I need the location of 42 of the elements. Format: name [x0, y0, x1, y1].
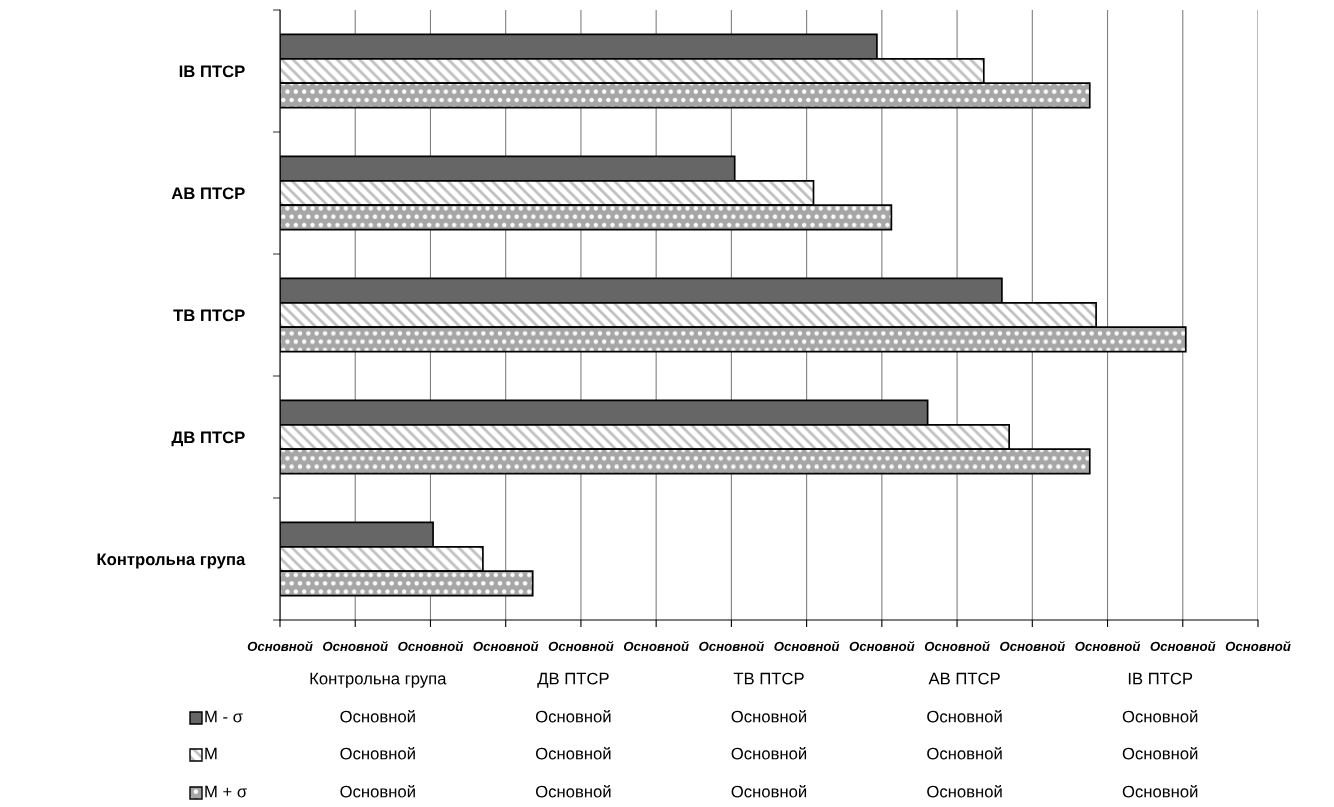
text: Основной	[774, 641, 840, 652]
legend-label: M - σ	[205, 710, 243, 723]
y-tick-label: ДВ ПТСР	[171, 431, 245, 447]
text: Основной	[1075, 641, 1141, 652]
legend-label: M	[205, 747, 217, 760]
text: Основной	[927, 746, 1002, 760]
category-label: Контрольна група	[310, 672, 447, 688]
text: Основной	[1150, 641, 1216, 652]
text: Основной	[927, 709, 1002, 723]
text: Основной	[927, 784, 1002, 798]
text: Основной	[535, 746, 611, 760]
y-tick-label: Контрольна група	[97, 553, 246, 569]
text: Основной	[731, 784, 807, 798]
text: Основной	[731, 746, 807, 760]
text: Основной	[924, 641, 990, 652]
text: Основной	[699, 641, 764, 652]
text: Основной	[340, 709, 415, 723]
text: Основной	[340, 784, 415, 798]
text: Основной	[535, 709, 611, 723]
text: Основной	[323, 641, 388, 652]
text: Основной	[535, 784, 611, 798]
y-tick-label: ІВ ПТСР	[179, 65, 245, 78]
text: Основной	[548, 641, 614, 652]
text: Основной	[623, 641, 689, 652]
text: Основной	[1225, 641, 1291, 652]
text: Основной	[1122, 746, 1198, 760]
y-tick-label: ТВ ПТСР	[173, 309, 245, 322]
text: Основной	[731, 709, 807, 723]
category-label: ДВ ПТСР	[537, 672, 609, 688]
text: Основной	[1000, 641, 1065, 652]
legend-label: M + σ	[205, 785, 247, 798]
category-label: ІВ ПТСР	[1128, 672, 1193, 685]
text: Основной	[398, 641, 464, 652]
text: Основной	[1122, 709, 1198, 723]
text: Основной	[247, 641, 313, 652]
y-tick-label: АВ ПТСР	[171, 187, 245, 200]
text: Основной	[849, 641, 915, 652]
text: Основной	[473, 641, 539, 652]
category-label: ТВ ПТСР	[733, 672, 804, 685]
category-label: АВ ПТСР	[928, 672, 1000, 685]
text: Основной	[340, 746, 415, 760]
text: Основной	[1122, 784, 1198, 798]
